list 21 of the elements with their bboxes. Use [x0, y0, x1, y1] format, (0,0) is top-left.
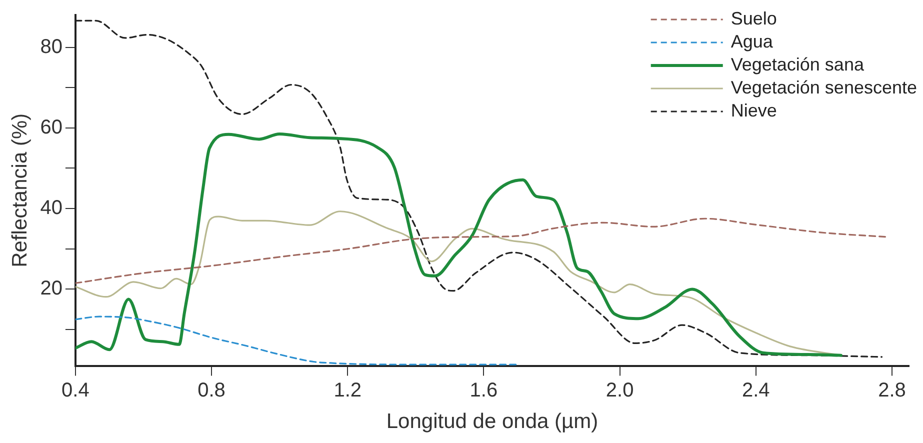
legend-label: Agua: [730, 31, 774, 52]
legend-label: Nieve: [730, 100, 777, 120]
legend-label: Suelo: [730, 8, 777, 28]
x-axis-title: Longitud de onda (µm): [386, 410, 598, 434]
y-tick-label: 20: [40, 278, 62, 300]
y-tick-label: 80: [40, 36, 62, 58]
line-series: [75, 218, 886, 284]
legend-label: Vegetación senescente: [730, 77, 918, 98]
x-tick-label: 2.8: [878, 379, 906, 402]
x-tick-label: 2.0: [606, 379, 634, 402]
y-tick-label: 60: [40, 116, 62, 138]
x-tick-label: 2.4: [742, 379, 770, 402]
x-tick-label: 1.2: [334, 379, 362, 402]
y-axis-title: Reflectancia (%): [8, 113, 32, 268]
x-tick-label: 0.8: [198, 379, 226, 402]
x-tick-label: 0.4: [62, 379, 90, 402]
x-tick-label: 1.6: [470, 379, 498, 402]
legend-label: Vegetación sana: [730, 54, 865, 74]
line-series: [75, 316, 519, 366]
line-series: [75, 132, 842, 357]
y-tick-label: 40: [40, 197, 62, 220]
